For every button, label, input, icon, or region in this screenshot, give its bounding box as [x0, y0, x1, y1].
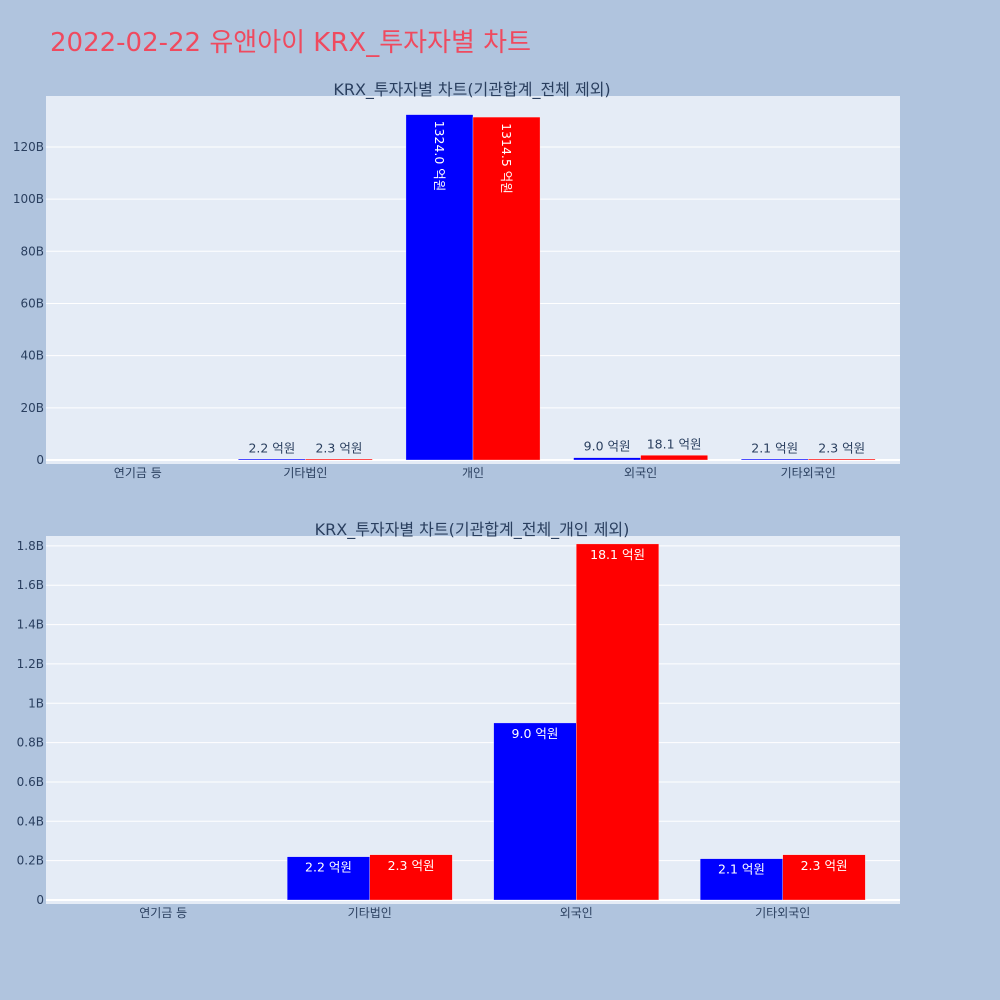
chart-2-title: KRX_투자자별 차트(기관합계_전체_개인 제외) — [315, 520, 630, 540]
bar — [305, 458, 373, 461]
data-label: 2.3 억원 — [801, 858, 848, 873]
chart-2-y-axis: 0 0.2B 0.4B 0.6B 0.8B 1B 1.2B 1.4B 1.6B 1.8B — [17, 539, 44, 907]
chart-1-title: KRX_투자자별 차트(기관합계_전체 제외) — [333, 80, 610, 100]
chart-1-x-axis: 연기금 등 기타법인 개인 외국인 기타외국인 — [114, 466, 836, 480]
data-label: 9.0 억원 — [584, 439, 631, 454]
bar — [493, 722, 577, 901]
chart-2-data-labels: 2.2 억원 2.3 억원 9.0 억원 18.1 억원 2.1 억원 2.3 억원 — [305, 547, 847, 877]
y-tick-label: 100B — [13, 192, 44, 206]
bar — [238, 458, 306, 461]
data-label: 2.3 억원 — [818, 440, 865, 455]
y-tick-label: 0 — [36, 453, 44, 467]
data-label: 18.1 억원 — [590, 547, 645, 562]
chart-2-excluding-institutions-and-individuals: 0 0.2B 0.4B 0.6B 0.8B 1B 1.2B 1.4B 1.6B 1.8B 연기금 … — [17, 520, 900, 920]
y-tick-label: 0.8B — [17, 736, 44, 750]
bar — [573, 457, 641, 461]
chart-2-x-axis: 연기금 등 기타법인 외국인 기타외국인 — [139, 906, 810, 920]
y-tick-label: 1.6B — [17, 578, 44, 592]
y-tick-label: 80B — [20, 244, 44, 258]
y-tick-label: 20B — [20, 401, 44, 415]
bar — [576, 543, 659, 901]
data-label: 2.2 억원 — [305, 860, 352, 875]
chart-2-plot-area — [46, 536, 900, 904]
bar — [640, 455, 708, 461]
bar — [700, 858, 783, 901]
chart-2-bars — [286, 543, 866, 901]
chart-1-y-axis: 0 20B 40B 60B 80B 100B 120B — [13, 140, 44, 467]
x-tick-label: 기타법인 — [283, 466, 327, 480]
y-tick-label: 1.2B — [17, 657, 44, 671]
bar — [782, 854, 866, 901]
bar — [286, 856, 370, 901]
x-tick-label: 개인 — [462, 466, 484, 480]
bar — [741, 458, 809, 461]
y-tick-label: 0.4B — [17, 814, 44, 828]
data-label: 2.1 억원 — [718, 862, 765, 877]
data-label: 2.2 억원 — [248, 440, 295, 455]
data-label: 2.3 억원 — [388, 858, 435, 873]
data-label: 9.0 억원 — [512, 726, 559, 741]
bar — [405, 114, 474, 461]
chart-1-data-labels: 2.2 억원 2.3 억원 1324.0 억원 1314.5 억원 9.0 억원 18.1… — [248, 121, 865, 456]
x-tick-label: 연기금 등 — [114, 466, 162, 480]
bar — [808, 458, 876, 461]
y-tick-label: 0.2B — [17, 854, 44, 868]
bar — [472, 116, 541, 461]
x-tick-label: 연기금 등 — [139, 906, 187, 920]
chart-1-bars — [238, 114, 876, 461]
x-tick-label: 외국인 — [560, 906, 593, 920]
y-tick-label: 1B — [28, 696, 44, 710]
x-tick-label: 외국인 — [624, 466, 657, 480]
data-label: 2.1 억원 — [751, 440, 798, 455]
y-tick-label: 60B — [20, 296, 44, 310]
data-label: 1324.0 억원 — [432, 121, 447, 192]
y-tick-label: 0.6B — [17, 775, 44, 789]
bar — [369, 854, 453, 901]
y-tick-label: 1.8B — [17, 539, 44, 553]
y-tick-label: 40B — [20, 349, 44, 363]
x-tick-label: 기타외국인 — [781, 466, 836, 480]
y-tick-label: 1.4B — [17, 618, 44, 632]
y-tick-label: 0 — [36, 893, 44, 907]
x-tick-label: 기타법인 — [348, 906, 392, 920]
chart-1-excluding-institutions: 0 20B 40B 60B 80B 100B 120B 연기금 등 기타법인 개인 외국인 기타외국… — [13, 80, 900, 480]
data-label: 1314.5 억원 — [499, 123, 514, 194]
page-title: 2022-02-22 유앤아이 KRX_투자자별 차트 — [50, 28, 532, 58]
y-tick-label: 120B — [13, 140, 44, 154]
data-label: 2.3 억원 — [315, 440, 362, 455]
x-tick-label: 기타외국인 — [755, 906, 810, 920]
data-label: 18.1 억원 — [647, 436, 702, 451]
